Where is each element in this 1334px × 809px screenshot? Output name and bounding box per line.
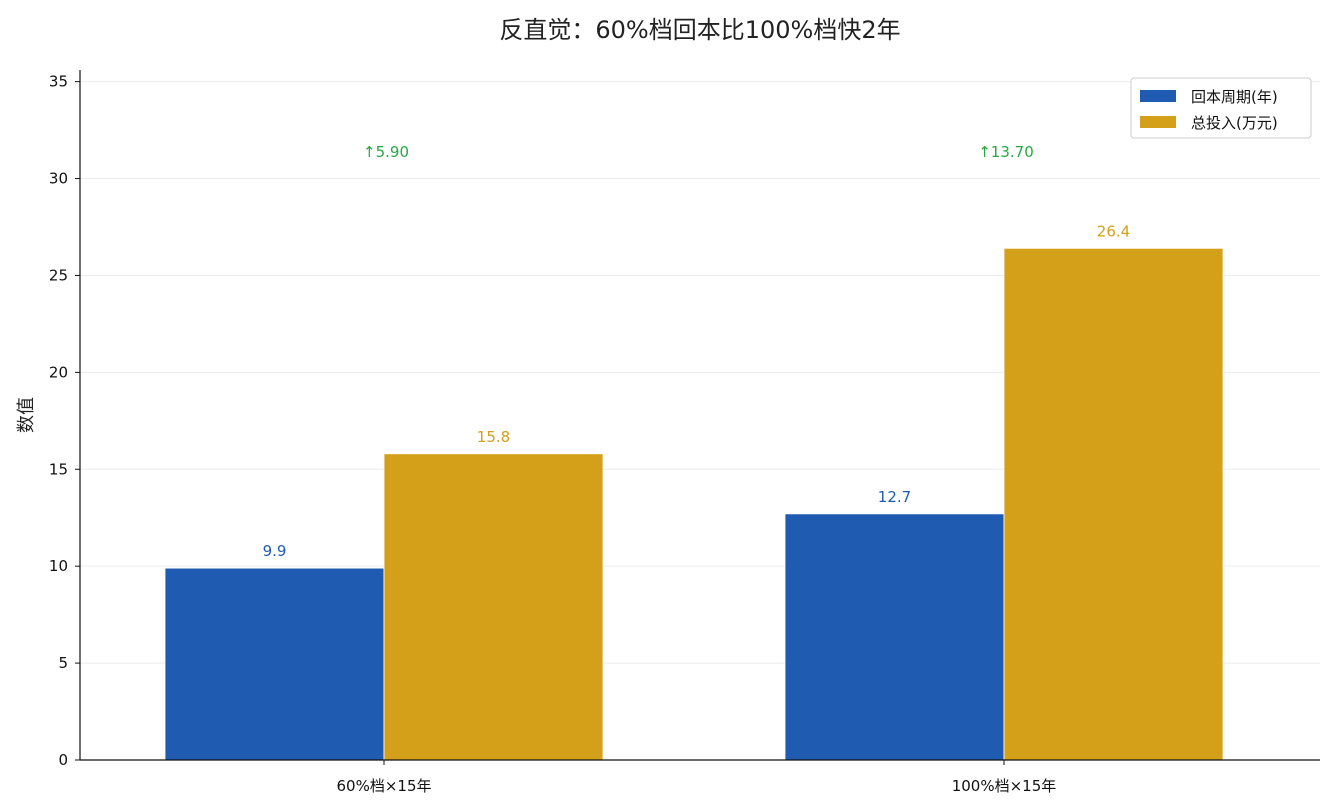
y-tick-label: 25	[49, 266, 68, 284]
legend: 回本周期(年) 总投入(万元)	[1130, 77, 1312, 139]
difference-annotation: ↑13.70	[978, 143, 1034, 161]
bar-value-label: 12.7	[878, 488, 911, 506]
legend-swatch	[1140, 90, 1176, 102]
bar-value-label: 15.8	[477, 428, 510, 446]
bar	[383, 453, 604, 761]
y-tick-label: 35	[49, 73, 68, 91]
bar-value-label: 9.9	[263, 542, 287, 560]
y-axis-label: 数值	[16, 397, 37, 433]
bars	[164, 247, 1224, 761]
bar	[1003, 247, 1224, 761]
x-tick-label: 60%档×15年	[337, 777, 432, 795]
y-tick-label: 30	[49, 170, 68, 188]
y-tick-label: 0	[58, 751, 68, 769]
bar-value-labels: 9.9 12.7 15.8 26.4 ↑5.90 ↑13.70	[263, 143, 1131, 560]
y-tick-label: 10	[49, 557, 68, 575]
bar-value-label: 26.4	[1097, 222, 1130, 240]
x-tick-label: 100%档×15年	[952, 777, 1057, 795]
y-tick-label: 5	[58, 654, 68, 672]
chart-title: 反直觉：60%档回本比100%档快2年	[499, 16, 900, 44]
legend-label: 总投入(万元)	[1191, 114, 1278, 132]
grid-lines	[80, 81, 1320, 664]
y-tick-label: 15	[49, 460, 68, 478]
legend-swatch	[1140, 116, 1176, 128]
bar	[164, 567, 385, 761]
difference-annotation: ↑5.90	[363, 143, 409, 161]
bar	[784, 513, 1005, 761]
legend-label: 回本周期(年)	[1191, 88, 1278, 106]
axes: 0 5 10 15 20 25 30 35 60%档×15年 100%档×15年	[49, 70, 1320, 795]
y-tick-label: 20	[49, 363, 68, 381]
